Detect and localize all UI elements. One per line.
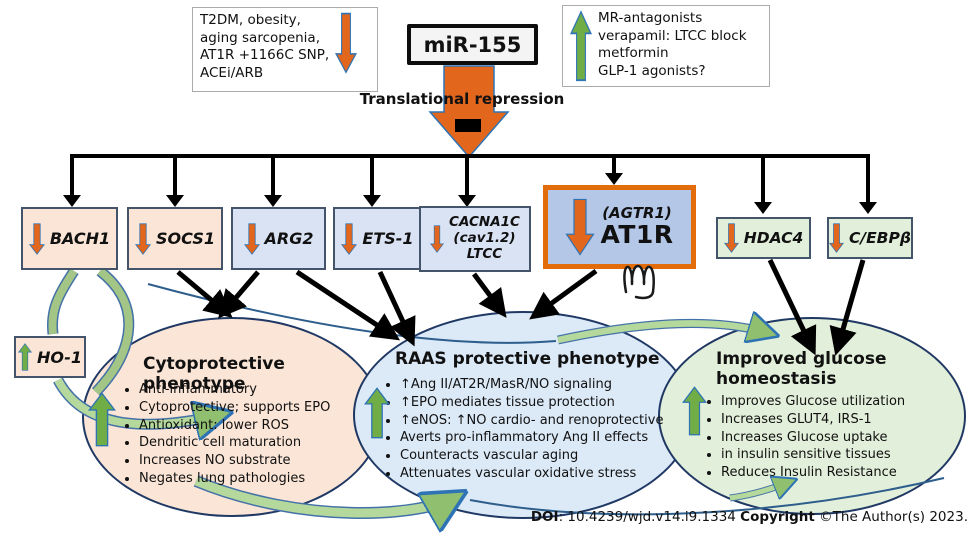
down-arrow-icon [723,223,739,253]
target-label: C/EBPβ [849,229,911,247]
bullet-item: Cytoprotective; supports EPO [139,400,374,415]
target-label: SOCS1 [156,229,215,248]
target-box-cacna1c: CACNA1C (cav1.2) LTCC [419,206,531,272]
doi-value: : 10.4239/wjd.v14.i9.1334 [558,509,741,525]
bullet-item: Reduces Insulin Resistance [721,465,939,480]
up-arrow-icon [17,343,32,371]
copyright-value: ©The Author(s) 2023. [814,509,968,525]
up-arrow-icon [682,386,707,436]
ho1-label: HO-1 [36,347,83,367]
glucose-bullets: Improves Glucose utilization Increases GL… [704,394,939,483]
target-box-cebpb: C/EBPβ [827,217,913,259]
drug-modulators-box: MR-antagonists verapamil: LTCC block met… [562,5,770,87]
down-arrow-icon [565,198,596,256]
bullet-item: Dendritic cell maturation [139,435,374,450]
bullet-item: Averts pro-inflammatory Ang II effects [400,430,683,445]
bullet-item: Anti-inflammatory [139,382,374,397]
bullet-item: in insulin sensitive tissues [721,447,939,462]
target-box-ets1: ETS-1 [333,207,422,270]
doi-label: DOI [530,509,559,525]
bullet-item: ↑EPO mediates tissue protection [400,395,683,410]
target-label: BACH1 [49,229,111,248]
big-repression-arrow-icon [428,65,510,159]
bullet-item: Increases Glucose uptake [721,430,939,445]
bullet-list: Anti-inflammatory Cytoprotective; support… [122,382,374,486]
ho1-box: HO-1 [14,336,86,378]
copyright-label: Copyright [740,509,815,525]
bullet-item: Improves Glucose utilization [721,394,939,409]
down-arrow-icon [430,225,445,253]
bullet-item: Attenuates vascular oxidative stress [400,466,683,481]
target-box-socs1: SOCS1 [127,207,223,270]
target-label: CACNA1C (cav1.2) LTCC [449,214,520,262]
bullet-item: ↑eNOS: ↑NO cardio- and renoprotective [400,413,683,428]
up-arrow-icon [364,387,390,439]
target-label: ARG2 [264,229,314,248]
mir155-box: miR-155 [407,24,538,65]
target-box-at1r: (AGTR1) AT1R [543,185,696,269]
down-arrow-icon [341,222,358,255]
target-label: HDAC4 [743,229,804,247]
cytoprotective-bullets: Anti-inflammatory Cytoprotective; support… [122,382,374,489]
bullet-item: ↑Ang II/AT2R/MasR/NO signaling [400,377,683,392]
mir155-label: miR-155 [423,32,522,57]
target-box-hdac4: HDAC4 [716,217,811,259]
raas-bullets: ↑Ang II/AT2R/MasR/NO signaling ↑EPO media… [383,377,683,484]
repression-label: Translational repression [359,90,565,108]
bullet-item: Increases NO substrate [139,453,374,468]
glucose-title: Improved glucose homeostasis [716,349,887,390]
gpcr-receptor-icon [623,264,655,300]
up-arrow-icon [570,10,592,82]
risk-factors-box: T2DM, obesity, aging sarcopenia, AT1R +1… [192,7,378,92]
bullet-item: Antioxidant: lower ROS [139,418,374,433]
target-label: ETS-1 [362,229,414,248]
down-arrow-icon [335,12,358,74]
bullet-item: Negates lung pathologies [139,471,374,486]
target-box-bach1: BACH1 [21,207,118,270]
bullet-list: Improves Glucose utilization Increases GL… [704,394,939,481]
up-arrow-icon [88,392,116,447]
agtr1-sublabel: (AGTR1) [602,204,672,222]
figure-caption: DOI: 10.4239/wjd.v14.i9.1334 Copyright ©… [531,509,968,525]
at1r-label: AT1R [600,219,674,249]
bullet-item: Counteracts vascular aging [400,448,683,463]
bullet-item: Increases GLUT4, IRS-1 [721,412,939,427]
down-arrow-icon [28,222,45,255]
down-arrow-icon [135,222,152,255]
connector-tree [63,154,877,214]
drug-modulators-text: MR-antagonists verapamil: LTCC block met… [598,10,747,79]
raas-title: RAAS protective phenotype [395,349,660,369]
risk-factors-text: T2DM, obesity, aging sarcopenia, AT1R +1… [200,12,330,81]
down-arrow-icon [829,223,845,253]
target-box-arg2: ARG2 [231,207,326,270]
bullet-list: ↑Ang II/AT2R/MasR/NO signaling ↑EPO media… [383,377,683,481]
down-arrow-icon [243,222,260,255]
